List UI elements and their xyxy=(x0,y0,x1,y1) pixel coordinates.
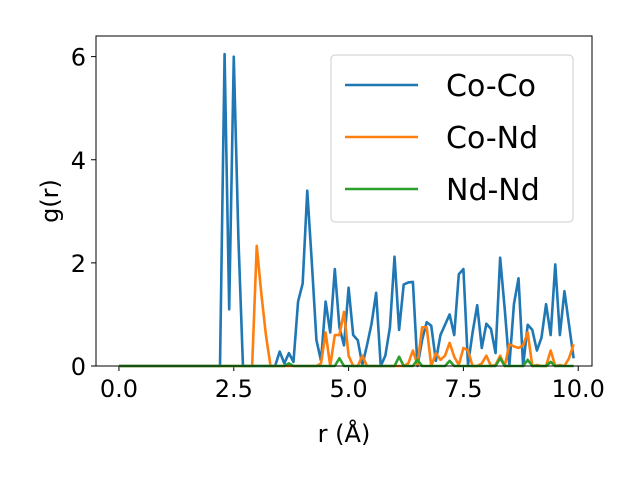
x-tick-label: 10.0 xyxy=(552,375,605,403)
y-tick-label: 2 xyxy=(71,250,86,278)
plot-frame xyxy=(95,35,593,367)
y-tick-label: 4 xyxy=(71,147,86,175)
y-tick-label: 6 xyxy=(71,44,86,72)
y-axis-label: g(r) xyxy=(36,179,64,223)
x-tick-label: 5.0 xyxy=(330,375,368,403)
legend: Co-Co Co-Nd Nd-Nd xyxy=(330,54,574,223)
y-tick-label: 0 xyxy=(71,353,86,381)
x-tick-label: 2.5 xyxy=(215,375,253,403)
ticks-layer: 0.0 2.5 5.0 7.5 10.0 0 2 4 6 xyxy=(71,44,605,403)
x-axis-label: r (Å) xyxy=(318,419,371,448)
x-tick-label: 7.5 xyxy=(444,375,482,403)
series-line-co-nd xyxy=(118,244,575,368)
legend-label-co-nd: Co-Nd xyxy=(446,121,538,156)
series-line-co-co xyxy=(118,52,575,368)
legend-box xyxy=(330,54,574,223)
x-tick-label: 0.0 xyxy=(100,375,138,403)
legend-label-co-co: Co-Co xyxy=(446,69,536,104)
legend-label-nd-nd: Nd-Nd xyxy=(446,173,540,208)
